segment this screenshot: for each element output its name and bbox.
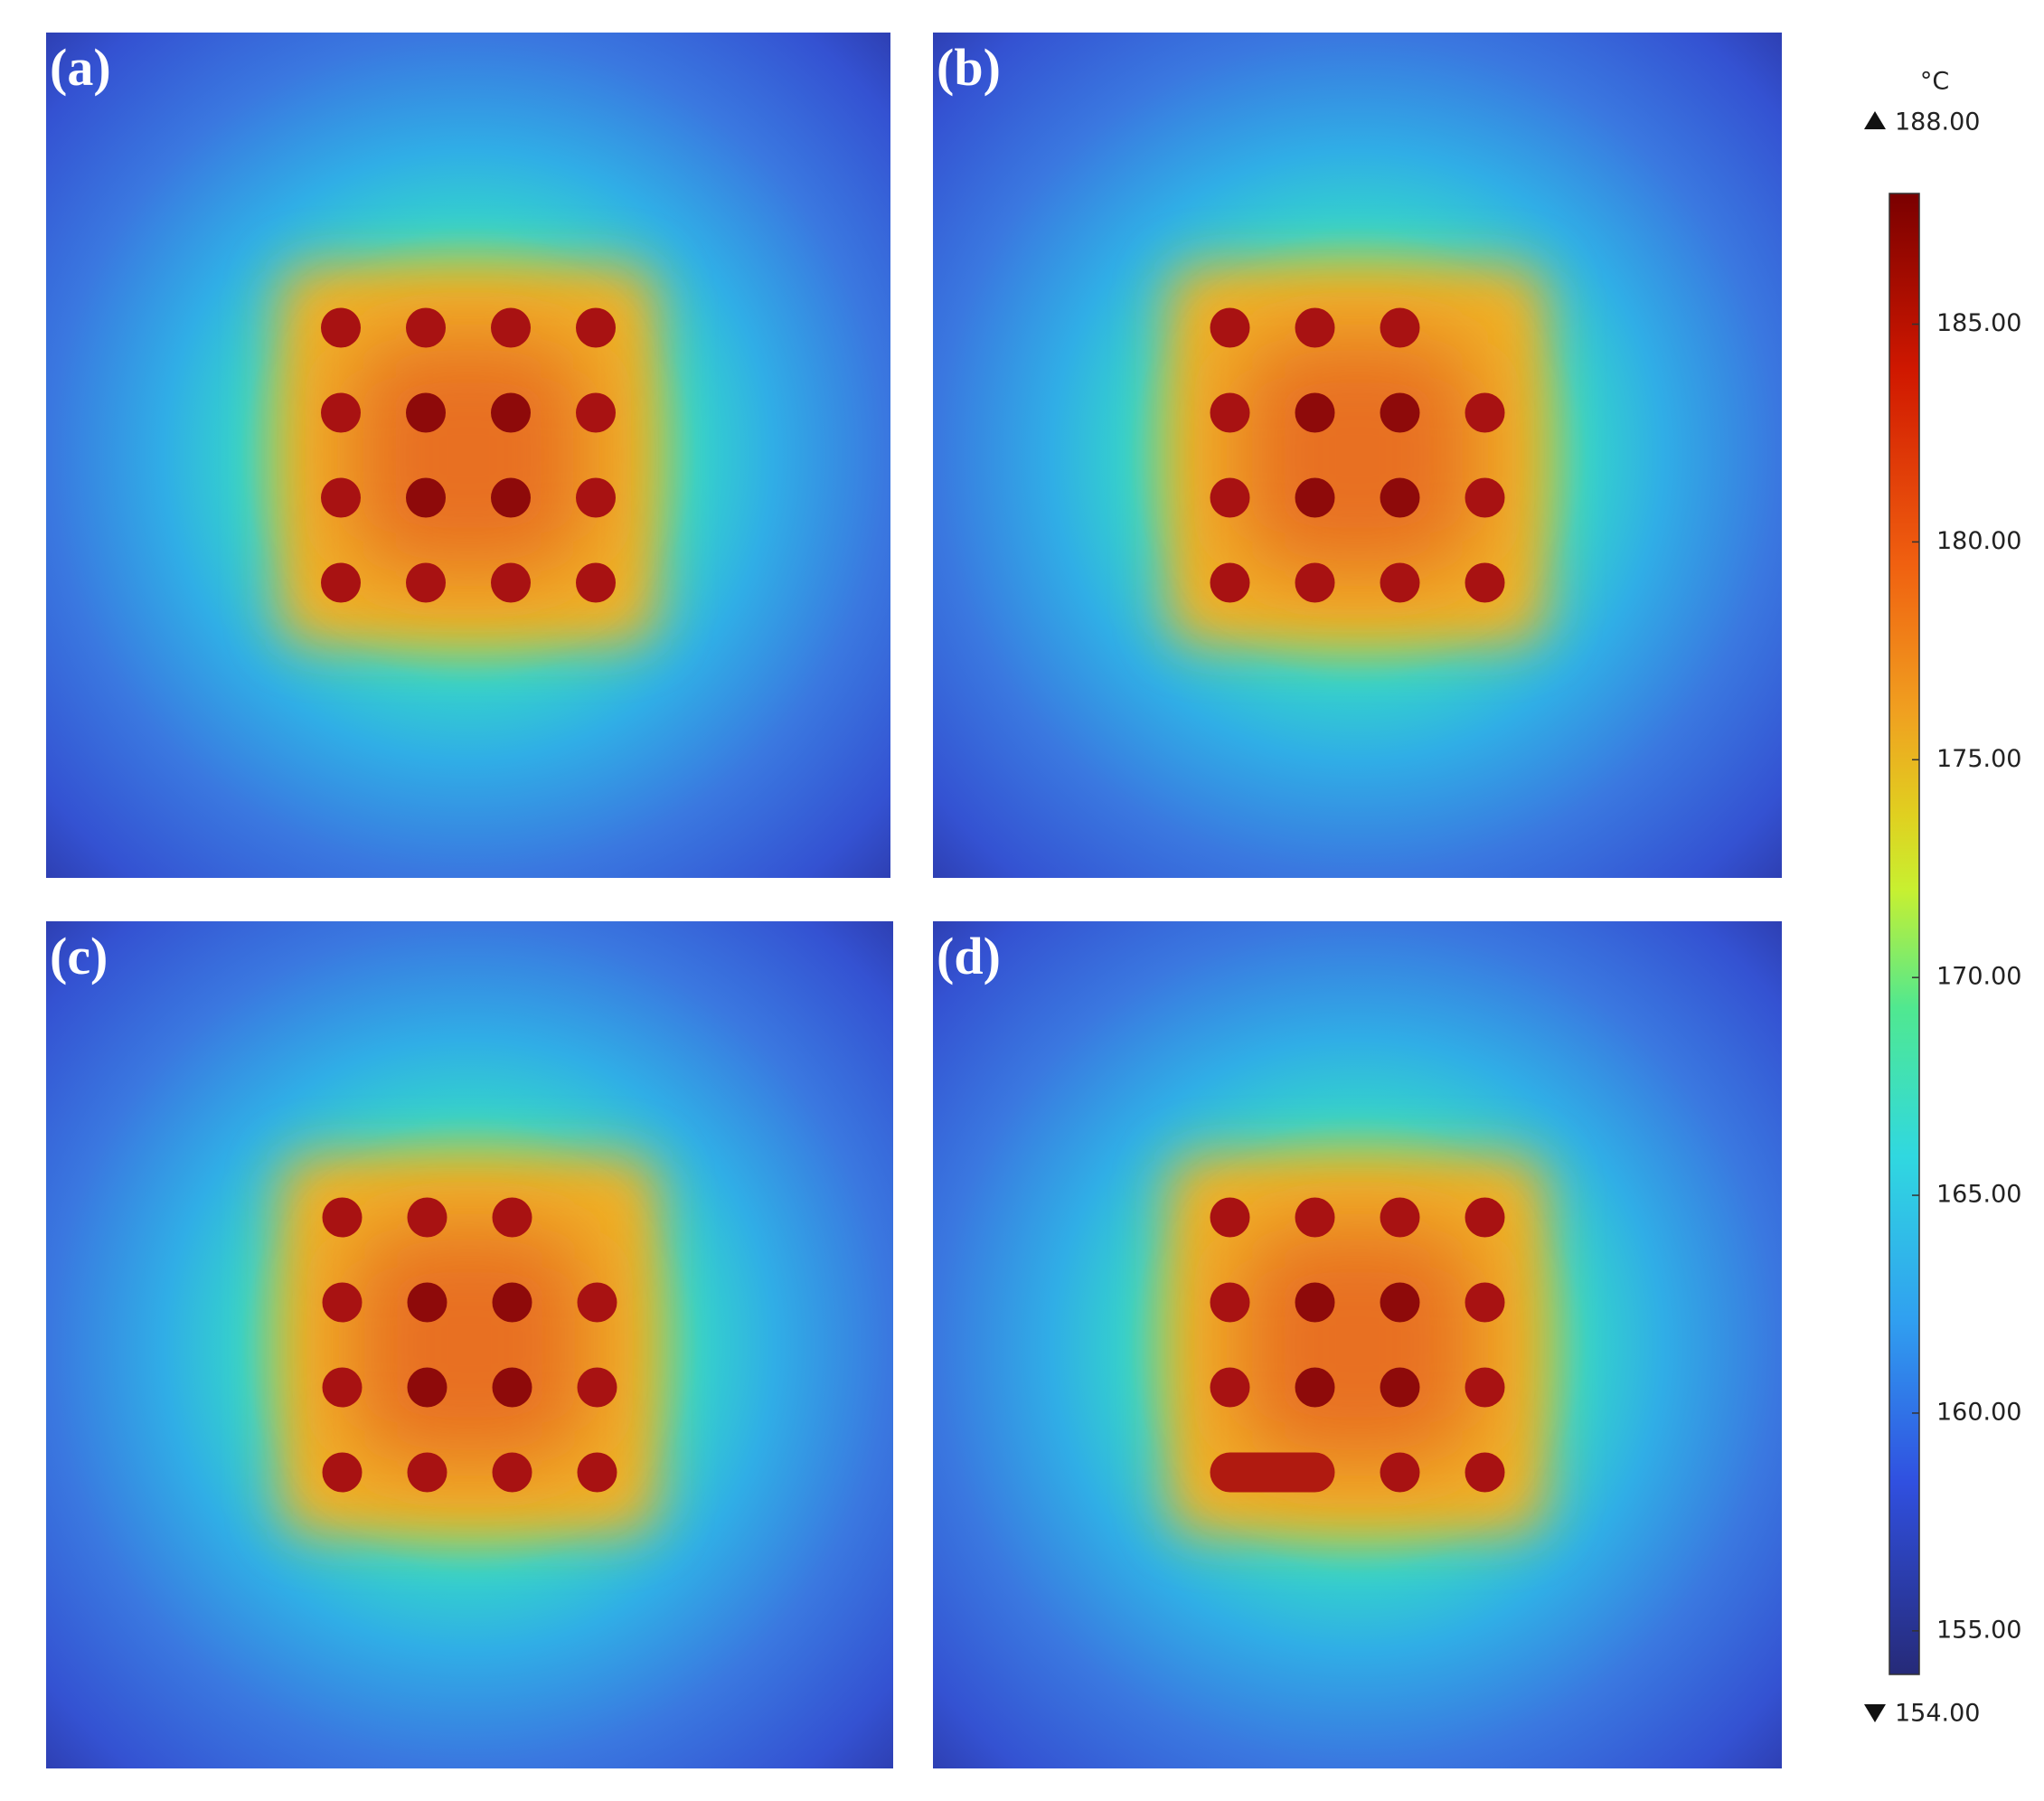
panel-label: (a) [50,38,111,97]
colorbar-tick-label: 165.00 [1936,1181,2021,1209]
heat-source [406,392,446,433]
heat-source [1295,477,1335,518]
heat-source [1380,1452,1420,1493]
colorbar-tick-label: 185.00 [1936,309,2021,337]
heat-source [492,1367,532,1408]
heat-source [1465,562,1505,603]
heat-source [577,1282,617,1323]
colorbar-tick-label: 155.00 [1936,1616,2021,1644]
heat-source [1465,392,1505,433]
heat-source [406,307,446,348]
colorbar-unit: °C [1920,68,1949,96]
max-arrow [1864,111,1886,129]
heat-source [322,1452,363,1493]
heat-source [1380,1197,1420,1238]
colorbar [1889,193,1920,1675]
hot-core [1239,337,1475,573]
heat-source [1295,562,1335,603]
heat-source [577,1452,617,1493]
heat-source [576,562,616,603]
heat-source [1380,307,1420,348]
panel-label: (d) [937,927,1001,985]
heat-source [1465,1367,1505,1408]
heat-source [1295,1367,1335,1408]
heat-source [406,477,446,518]
heat-source [1295,1197,1335,1238]
heat-source [1380,1282,1420,1323]
colorbar-min: 154.00 [1895,1700,1980,1728]
heat-source [1210,477,1250,518]
heat-source [407,1197,447,1238]
min-arrow [1864,1704,1886,1722]
heat-source [322,1282,363,1323]
colorbar-tick-label: 170.00 [1936,963,2021,991]
heat-source [1380,562,1420,603]
heat-source [321,477,361,518]
heat-source [1210,1197,1250,1238]
colorbar-max: 188.00 [1895,108,1980,137]
heat-source [1295,307,1335,348]
heat-source [1465,1282,1505,1323]
heat-source [491,307,531,348]
heat-source [1295,392,1335,433]
heat-source [491,562,531,603]
heat-source [1210,1367,1250,1408]
heat-source [577,1367,617,1408]
colorbar-tick-label: 160.00 [1936,1398,2021,1426]
heat-source [1380,477,1420,518]
heat-source [576,477,616,518]
thermal-panel: (c) [46,921,893,1768]
heat-source [576,392,616,433]
heat-source [1380,392,1420,433]
heat-source [1210,562,1250,603]
heat-source [322,1197,363,1238]
thermal-panel: (d) [933,921,1782,1768]
heat-source [1465,1452,1505,1493]
heat-source [321,392,361,433]
heat-source [1380,1367,1420,1408]
heat-source [1210,392,1250,433]
heat-source [406,562,446,603]
heat-source-merged [1210,1452,1335,1493]
colorbar-tick-label: 180.00 [1936,527,2021,555]
heat-source [407,1452,447,1493]
thermal-panel: (b) [933,33,1782,878]
heat-source [576,307,616,348]
panels: (a) (b) (c) (d) [46,33,1782,1768]
hot-zone [279,1155,660,1535]
heat-source [1295,1282,1335,1323]
colorbar-tick-label: 175.00 [1936,745,2021,773]
hot-core [352,1227,588,1463]
heat-source [322,1367,363,1408]
heat-source [491,477,531,518]
hot-zone [278,265,658,646]
heat-source [492,1452,532,1493]
heat-source [407,1367,447,1408]
thermal-panel: (a) [46,33,890,878]
heat-source [407,1282,447,1323]
heat-source [1465,1197,1505,1238]
hot-zone [1167,265,1548,646]
heat-source [321,562,361,603]
hot-zone [1167,1155,1548,1535]
heat-source [1210,307,1250,348]
heat-source [492,1197,532,1238]
heat-source [321,307,361,348]
heat-source [1465,477,1505,518]
heat-source [1210,1282,1250,1323]
heat-source [491,392,531,433]
panel-label: (b) [937,38,1001,97]
panel-label: (c) [50,927,108,985]
hot-core [351,337,586,573]
heat-source [492,1282,532,1323]
hot-core [1239,1227,1475,1463]
